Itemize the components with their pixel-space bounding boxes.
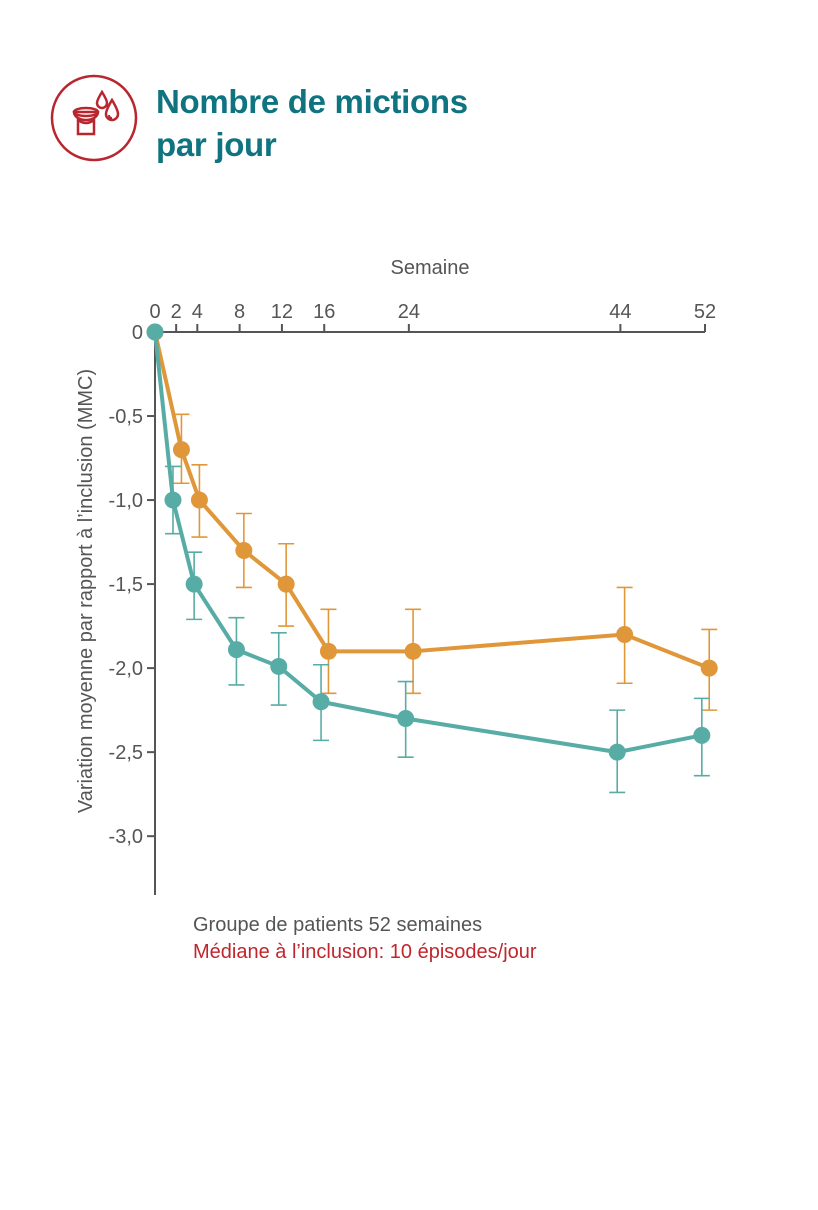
toilet-droplets-icon [50,74,138,162]
data-point [172,441,190,459]
x-tick-label: 8 [234,301,245,323]
data-point [227,641,245,659]
data-point [319,642,337,660]
data-point [312,693,330,711]
chart-title-line2: par jour [156,126,277,163]
y-tick-label: -1,5 [109,574,143,596]
x-tick-label: 44 [609,301,631,323]
x-tick-label: 12 [271,301,293,323]
data-point [700,659,718,677]
x-tick-label: 2 [171,301,182,323]
line-chart: 0 2 4 8 12 16 24 44 520-0,5-1,0-1,5-2,0-2,5-3,0S… [75,257,718,895]
x-tick-label: 24 [398,301,420,323]
data-point [164,491,182,509]
patient-group-note: Groupe de patients 52 semaines [193,914,483,936]
x-tick-label: 0 [149,301,160,323]
data-point [185,575,203,593]
data-point [608,743,626,761]
data-point [616,626,634,644]
y-tick-label: -1,0 [109,490,143,512]
x-tick-label: 16 [313,301,335,323]
chart-footnote: Groupe de patients 52 semaines Médiane à… [193,912,537,966]
x-tick-label: 4 [192,301,203,323]
x-tick-label: 52 [694,301,716,323]
y-tick-label: -2,0 [109,658,143,680]
y-axis-title: Variation moyenne par rapport à l’inclus… [75,369,97,813]
x-axis-title: Semaine [391,257,470,279]
y-tick-label: 0 [132,322,143,344]
data-point [190,491,208,509]
y-tick-label: -3,0 [109,826,143,848]
data-point [270,657,288,675]
data-point [235,541,253,559]
data-point [277,575,295,593]
chart-title-line1: Nombre de mictions [156,83,468,120]
baseline-median-note: Médiane à l’inclusion: 10 épisodes/jour [193,941,537,963]
data-point [404,642,422,660]
data-point [146,323,164,341]
data-point [397,710,415,728]
y-tick-label: -0,5 [109,406,143,428]
chart-title: Nombre de mictions par jour [156,80,576,166]
data-point [693,726,711,744]
y-tick-label: -2,5 [109,742,143,764]
